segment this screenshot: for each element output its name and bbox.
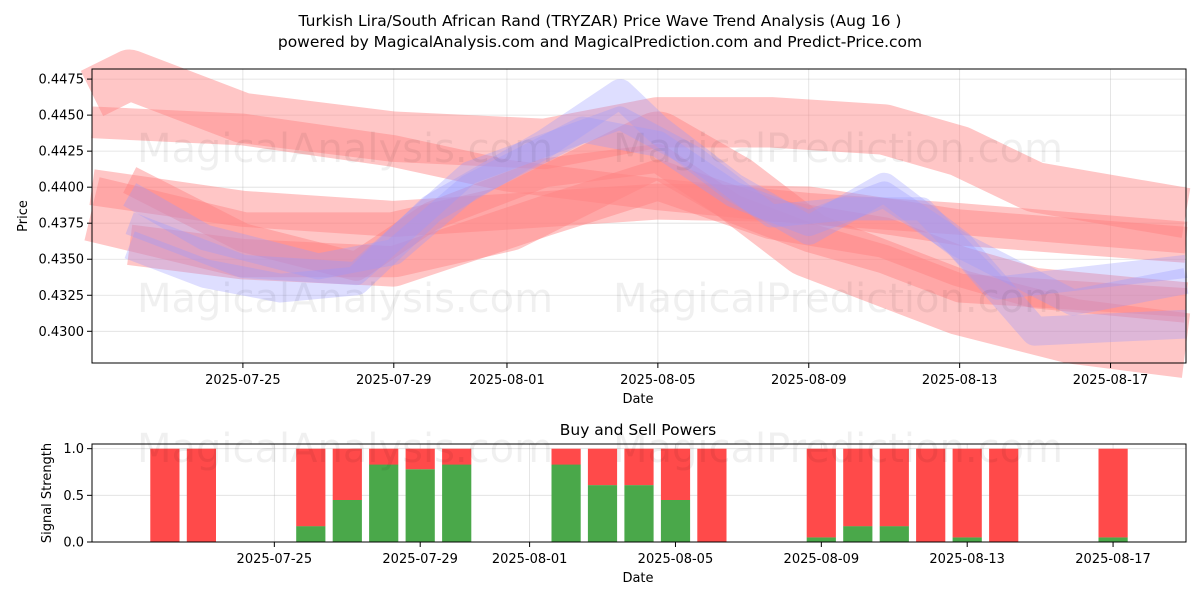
buy-bar <box>843 526 873 542</box>
price-grid <box>92 69 1186 363</box>
price-x-tick-label: 2025-08-09 <box>771 373 847 388</box>
price-wave-band <box>89 169 1188 263</box>
watermark-text: MagicalAnalysis.com <box>137 426 553 472</box>
price-wave-band <box>84 111 1191 378</box>
signal-plot-frame <box>91 443 1187 543</box>
sell-bar <box>551 448 581 465</box>
sell-bar <box>332 448 362 500</box>
sell-bar <box>806 448 836 538</box>
buy-bar <box>332 500 362 542</box>
sell-bar <box>952 448 982 538</box>
price-wave-band <box>127 159 1188 323</box>
price-x-tick-label: 2025-08-13 <box>922 373 998 388</box>
watermark-text: MagicalAnalysis.com <box>137 276 553 322</box>
sell-bar <box>843 448 873 527</box>
price-bands <box>80 49 1191 378</box>
price-plot-frame <box>91 68 1187 364</box>
sell-bar <box>624 448 654 486</box>
price-x-tick-label: 2025-08-05 <box>620 373 696 388</box>
price-x-tick-label: 2025-07-29 <box>356 373 432 388</box>
buy-bar <box>587 485 618 542</box>
sell-bar <box>697 448 727 542</box>
signal-watermarks: MagicalAnalysis.com MagicalPrediction.co… <box>137 426 1063 472</box>
watermark-text: MagicalPrediction.com <box>613 276 1063 322</box>
signal-x-ticks: 2025-07-25 2025-07-29 2025-08-01 2025-08-05… <box>237 542 1151 567</box>
buy-bar <box>952 537 982 542</box>
signal-x-tick-label: 2025-08-05 <box>638 552 714 567</box>
price-x-tick-label: 2025-08-01 <box>469 373 545 388</box>
price-y-axis-label: Price <box>16 200 31 232</box>
buy-bar <box>369 464 399 542</box>
signal-panel: Buy and Sell Powers MagicalAnalysis.com … <box>40 421 1187 586</box>
price-y-tick-label: 0.4300 <box>39 325 85 340</box>
price-y-ticks: 0.4300 0.4325 0.4350 0.4375 0.4400 0.4425 0.44… <box>39 73 92 340</box>
signal-x-tick-label: 2025-08-01 <box>492 552 568 567</box>
price-y-tick-label: 0.4450 <box>39 109 85 124</box>
sell-bar <box>405 448 435 470</box>
price-watermarks: MagicalAnalysis.com MagicalPrediction.co… <box>137 126 1063 322</box>
price-y-tick-label: 0.4350 <box>39 253 85 268</box>
price-y-tick-label: 0.4475 <box>39 73 85 88</box>
sell-bar <box>916 448 946 542</box>
buy-bar <box>660 500 691 542</box>
sell-bar <box>989 448 1019 542</box>
price-y-tick-label: 0.4425 <box>39 145 85 160</box>
signal-y-axis-label: Signal Strength <box>40 443 55 543</box>
signal-x-tick-label: 2025-07-25 <box>237 552 313 567</box>
buy-bar <box>806 537 836 542</box>
price-wave-band <box>123 144 1187 317</box>
price-wave-band <box>80 49 1191 238</box>
sell-bar <box>442 448 472 465</box>
signal-x-tick-label: 2025-08-13 <box>929 552 1005 567</box>
buy-bar <box>624 485 654 542</box>
price-wave-band <box>91 106 1188 254</box>
sell-bar <box>369 448 399 465</box>
buy-bar <box>405 469 435 542</box>
price-wave-band <box>124 79 1187 346</box>
buy-bar <box>879 526 909 542</box>
sell-bar <box>660 448 691 500</box>
price-wave-band <box>125 106 1188 300</box>
chart-title-line1: Turkish Lira/South African Rand (TRYZAR)… <box>298 12 902 30</box>
watermark-text: MagicalPrediction.com <box>613 126 1063 172</box>
signal-y-ticks: 0.0 0.5 1.0 <box>63 442 92 551</box>
price-y-tick-label: 0.4325 <box>39 289 85 304</box>
price-x-ticks: 2025-07-25 2025-07-29 2025-08-01 2025-08-05… <box>205 363 1148 388</box>
sell-bar <box>879 448 909 527</box>
signal-bars <box>150 448 1128 542</box>
signal-x-tick-label: 2025-08-09 <box>784 552 860 567</box>
buy-bar <box>442 464 472 542</box>
signal-x-tick-label: 2025-07-29 <box>382 552 458 567</box>
buy-bar <box>296 526 326 542</box>
watermark-text: MagicalPrediction.com <box>613 426 1063 472</box>
price-x-tick-label: 2025-07-25 <box>205 373 281 388</box>
sell-bar <box>1098 448 1128 538</box>
buy-bar <box>551 464 581 542</box>
signal-x-tick-label: 2025-08-17 <box>1075 552 1151 567</box>
sell-bar <box>186 448 216 542</box>
price-y-tick-label: 0.4375 <box>39 217 85 232</box>
sell-bar <box>587 448 618 486</box>
chart-title-line2: powered by MagicalAnalysis.com and Magic… <box>278 33 922 51</box>
price-wave-band <box>123 116 1189 316</box>
signal-y-tick-label: 0.5 <box>63 489 84 504</box>
sell-bar <box>296 448 326 527</box>
price-panel: MagicalAnalysis.com MagicalPrediction.co… <box>16 49 1191 407</box>
signal-x-axis-label: Date <box>622 571 653 586</box>
signal-panel-title: Buy and Sell Powers <box>560 421 717 439</box>
price-x-axis-label: Date <box>622 392 653 407</box>
watermark-text: MagicalAnalysis.com <box>137 126 553 172</box>
signal-y-tick-label: 0.0 <box>63 536 84 551</box>
buy-bar <box>1098 537 1128 542</box>
sell-bar <box>150 448 180 542</box>
price-y-tick-label: 0.4400 <box>39 181 85 196</box>
price-x-tick-label: 2025-08-17 <box>1073 373 1149 388</box>
signal-y-tick-label: 1.0 <box>63 442 84 457</box>
